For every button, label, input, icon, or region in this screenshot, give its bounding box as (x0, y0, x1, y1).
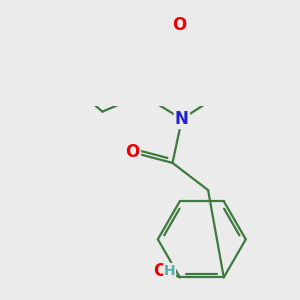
Text: O: O (126, 143, 140, 161)
Text: O: O (172, 16, 186, 34)
Text: N: N (175, 110, 189, 128)
Text: O: O (153, 262, 167, 280)
Text: H: H (164, 264, 176, 278)
